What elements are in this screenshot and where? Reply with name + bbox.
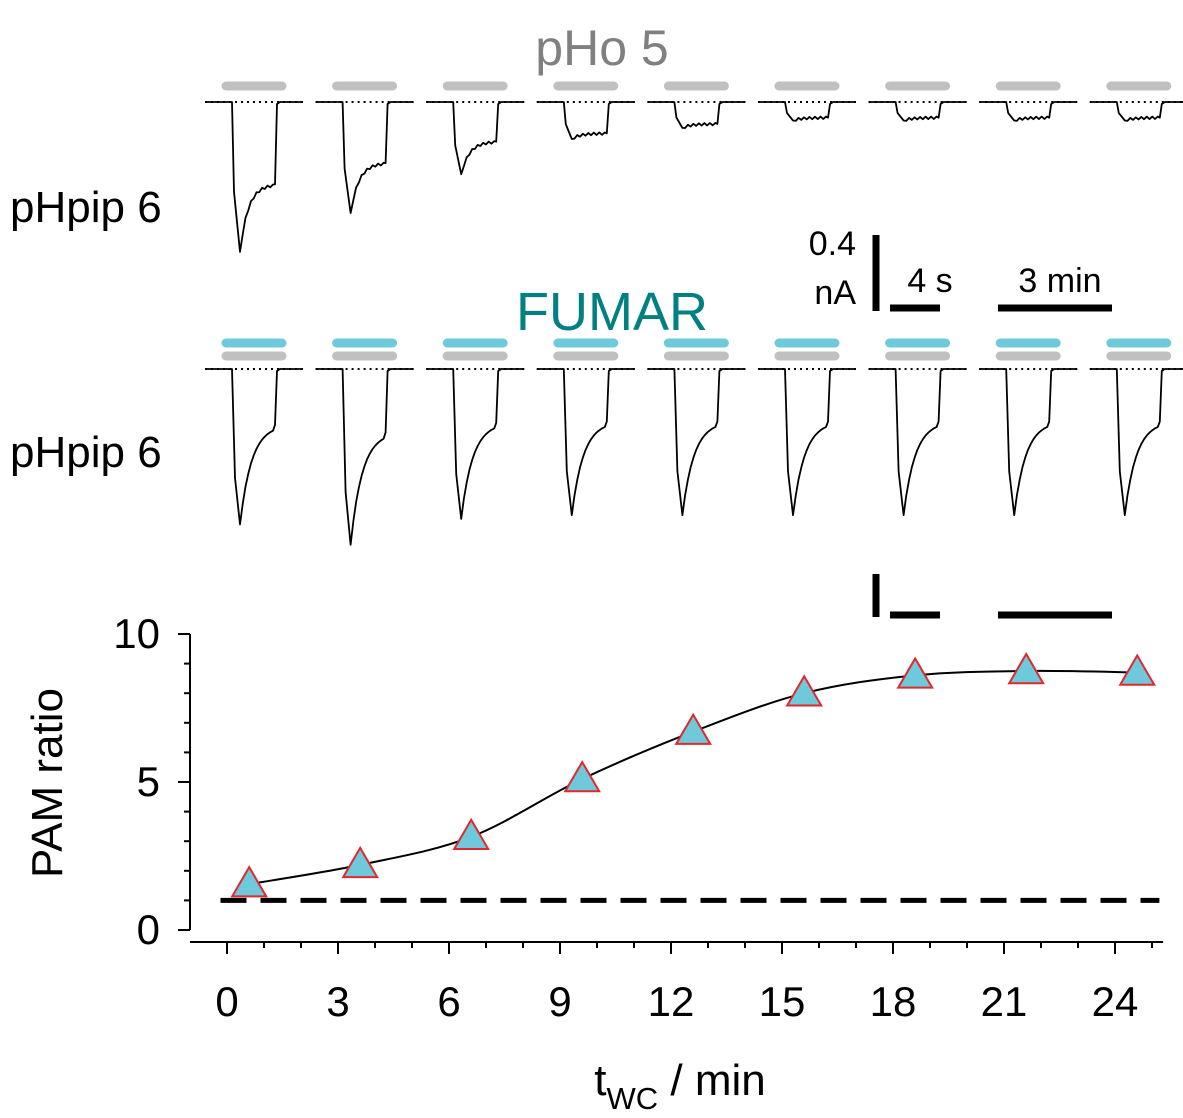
x-tick-label: 18 (870, 978, 917, 1025)
current-trace-sweep (868, 368, 967, 516)
data-point-triangle (1007, 652, 1045, 685)
panel-a-traces (205, 81, 1183, 253)
panel-b-traces (205, 338, 1183, 546)
current-trace-sweep (426, 368, 525, 520)
x-tick-label: 6 (437, 978, 460, 1025)
x-tick-label: 9 (548, 978, 571, 1025)
panel-b: FUMAR pHpip 6 (10, 282, 1183, 546)
data-point-triangle (452, 817, 490, 850)
x-tick-label: 12 (648, 978, 695, 1025)
panel-a-condition-label: pHo 5 (535, 20, 668, 76)
current-trace-sweep (979, 101, 1078, 122)
current-trace-sweep (205, 101, 303, 253)
data-point-triangle (896, 656, 934, 689)
x-axis-label-unit: / min (658, 1056, 766, 1105)
data-point-triangle (1118, 653, 1156, 686)
panel-b-row-label: pHpip 6 (10, 428, 162, 477)
data-point-triangle (785, 674, 823, 707)
chart-axes: 0 5 10 0 3 6 9 12 15 18 21 24 (113, 610, 1164, 1025)
panel-a: pHo 5 pHpip 6 (10, 20, 1183, 253)
data-point-triangle (674, 712, 712, 745)
scale-time-slow-label: 3 min (1018, 262, 1101, 300)
current-trace-sweep (536, 101, 635, 140)
x-axis-label-sub: WC (607, 1081, 659, 1116)
panel-b-condition-label: FUMAR (516, 282, 708, 342)
x-tick-label: 3 (326, 978, 349, 1025)
current-trace-sweep (1089, 101, 1183, 122)
panel-c-chart: 0 5 10 0 3 6 9 12 15 18 21 24 PAM ratio tWC / min (23, 610, 1164, 1116)
x-axis-label: tWC / min (594, 1056, 765, 1116)
y-tick-label: 10 (113, 610, 160, 657)
x-tick-label: 0 (215, 978, 238, 1025)
scale-current-value: 0.4 (809, 225, 856, 263)
x-tick-label: 15 (759, 978, 806, 1025)
current-trace-sweep (758, 368, 856, 516)
current-trace-sweep (868, 101, 967, 122)
current-trace-sweep (315, 101, 414, 214)
data-point-triangle (341, 845, 379, 879)
panel-a-row-label: pHpip 6 (10, 183, 162, 232)
current-trace-sweep (1089, 368, 1183, 516)
current-trace-sweep (758, 101, 856, 122)
x-tick-label: 24 (1092, 978, 1139, 1025)
x-tick-label: 21 (981, 978, 1028, 1025)
current-trace-sweep (536, 368, 635, 516)
x-axis-label-main: t (594, 1056, 606, 1105)
series-line (249, 669, 1138, 886)
scale-time-fast-label: 4 s (907, 262, 952, 300)
current-trace-sweep (979, 368, 1078, 516)
y-axis-label: PAM ratio (23, 688, 72, 878)
current-trace-sweep (205, 368, 303, 526)
scale-current-unit: nA (814, 274, 856, 312)
current-trace-sweep (315, 368, 414, 546)
current-trace-sweep (647, 368, 746, 516)
data-point-triangle (563, 760, 601, 793)
y-tick-label: 5 (137, 758, 160, 805)
data-point-triangle (230, 865, 268, 898)
scale-bars: 0.4 nA 4 s 3 min (809, 225, 1112, 619)
y-tick-label: 0 (137, 906, 160, 953)
current-trace-sweep (647, 101, 746, 129)
chart-plot-area (220, 652, 1160, 903)
current-trace-sweep (426, 101, 525, 176)
